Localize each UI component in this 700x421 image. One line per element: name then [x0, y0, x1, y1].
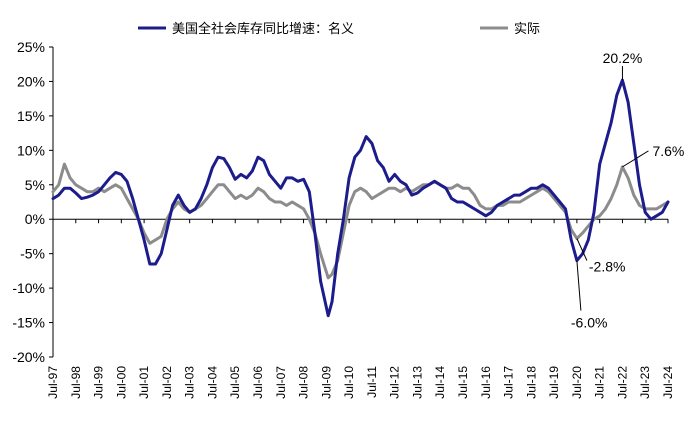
y-tick-label: -5%	[20, 246, 45, 262]
x-tick-label: Jul-13	[410, 366, 424, 399]
x-tick-label: Jul-02	[160, 366, 174, 399]
x-tick-label: Jul-97	[46, 366, 60, 399]
series-layer	[51, 78, 670, 318]
y-axis: 25% 20% 15% 10% 5% 0% -5% -10% -15% -20%	[12, 39, 54, 365]
annotation-label: 7.6%	[652, 143, 684, 159]
x-tick-label: Jul-01	[137, 366, 151, 399]
x-tick-label: Jul-23	[638, 366, 652, 399]
x-tick-label: Jul-00	[114, 366, 128, 399]
x-tick-label: Jul-17	[502, 366, 516, 399]
x-tick-label: Jul-99	[92, 366, 106, 399]
series-line-nominal	[51, 78, 670, 318]
legend-label-real: 实际	[514, 22, 540, 37]
annotation-leader	[622, 150, 649, 168]
x-tick-label: Jul-22	[615, 366, 629, 399]
y-tick-label: 0%	[25, 211, 45, 227]
x-tick-label: Jul-08	[297, 366, 311, 399]
annotation-label: -2.8%	[589, 259, 626, 275]
x-tick-label: Jul-15	[456, 366, 470, 399]
y-tick-label: -20%	[12, 349, 45, 365]
annotation-leader	[576, 260, 582, 311]
x-tick-label: Jul-04	[205, 366, 219, 399]
x-tick-label: Jul-16	[479, 366, 493, 399]
x-tick-label: Jul-19	[547, 366, 561, 399]
x-tick-label: Jul-20	[570, 366, 584, 399]
x-tick-label: Jul-98	[69, 366, 83, 399]
annotation-layer: 20.2% 7.6% -2.8% -6.0%	[571, 50, 684, 330]
x-tick-label: Jul-09	[319, 366, 333, 399]
y-tick-label: 20%	[17, 73, 45, 89]
legend-label-nominal: 美国全社会库存同比增速：名义	[172, 21, 354, 37]
x-tick-label: Jul-11	[365, 366, 379, 398]
x-tick-label: Jul-21	[593, 366, 607, 399]
x-tick-label: Jul-12	[388, 366, 402, 399]
y-tick-label: -10%	[12, 280, 45, 296]
x-tick-label: Jul-06	[251, 366, 265, 399]
y-tick-label: 15%	[17, 108, 45, 124]
x-axis: Jul-97 Jul-98 Jul-99 Jul-00 Jul-01 Jul-02 Jul-…	[46, 218, 675, 399]
annotation-leader	[576, 238, 588, 261]
y-tick-label: 10%	[17, 142, 45, 158]
annotation-label: -6.0%	[571, 315, 608, 331]
x-tick-label: Jul-24	[661, 366, 675, 399]
x-tick-label: Jul-18	[524, 366, 538, 399]
y-tick-label: -15%	[12, 315, 45, 331]
x-tick-label: Jul-05	[228, 366, 242, 399]
y-tick-label: 25%	[17, 39, 45, 55]
y-tick-label: 5%	[25, 177, 45, 193]
x-tick-label: Jul-14	[433, 366, 447, 399]
x-tick-label: Jul-10	[342, 366, 356, 399]
x-tick-label: Jul-07	[274, 366, 288, 399]
legend: 美国全社会库存同比增速：名义 实际	[138, 21, 540, 37]
annotation-label: 20.2%	[603, 50, 643, 66]
x-tick-label: Jul-03	[183, 366, 197, 399]
